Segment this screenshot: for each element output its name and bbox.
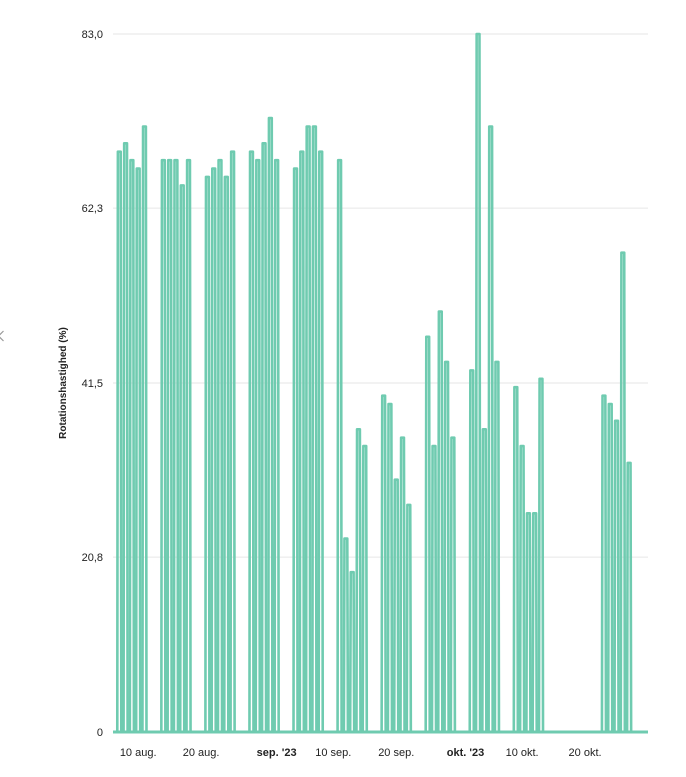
data-point-2023-08-17 [178, 184, 186, 733]
data-point-2023-10-10 [518, 444, 526, 733]
y-axis-tick-labels: 0 20,8 41,5 62,3 83,0 [82, 29, 103, 739]
data-point-2023-09-07 [311, 125, 318, 733]
data-point-2023-08-09 [128, 158, 136, 733]
data-point-2023-10-09 [512, 385, 520, 733]
data-point-2023-08-24 [222, 175, 230, 733]
y-axis-label: Rotationshastighed (%) [58, 327, 69, 439]
data-point-2023-10-12 [531, 512, 539, 733]
data-point-2023-10-03 [474, 32, 482, 733]
data-point-2023-10-05 [487, 125, 494, 733]
chevron-left-icon [0, 330, 5, 342]
x-tick-label: 10 sep. [315, 747, 351, 759]
data-point-2023-08-10 [134, 167, 142, 733]
data-point-2023-10-26 [619, 251, 627, 733]
x-tick-label: okt. '23 [447, 747, 484, 759]
data-point-2023-08-30 [260, 142, 268, 733]
data-point-2023-09-15 [361, 444, 369, 733]
data-point-2023-08-28 [248, 150, 255, 733]
data-point-2023-08-08 [122, 142, 129, 733]
data-point-2023-08-31 [267, 116, 274, 733]
data-point-2023-09-05 [298, 150, 306, 733]
data-point-2023-09-06 [304, 125, 312, 733]
data-point-2023-09-28 [443, 360, 450, 733]
data-point-2023-08-15 [166, 158, 173, 733]
data-point-2023-10-06 [493, 360, 501, 733]
data-point-2023-08-18 [185, 158, 192, 733]
data-point-2023-09-14 [355, 427, 362, 733]
data-point-2023-08-21 [204, 175, 211, 733]
data-point-2023-09-27 [436, 310, 444, 733]
series-area [115, 32, 633, 733]
data-point-2023-08-07 [115, 150, 123, 733]
data-point-2023-09-01 [273, 158, 280, 733]
y-tick-label: 83,0 [82, 29, 103, 41]
data-point-2023-09-26 [430, 444, 438, 733]
data-point-2023-09-21 [399, 436, 406, 733]
data-point-2023-10-04 [481, 427, 488, 733]
data-point-2023-09-19 [386, 402, 394, 733]
data-point-2023-08-14 [160, 158, 167, 733]
y-tick-label: 62,3 [82, 203, 103, 215]
x-tick-label: 10 okt. [506, 747, 539, 759]
x-axis-tick-labels: 10 aug. 20 aug. sep. '23 10 sep. 20 sep. okt.… [120, 747, 602, 759]
data-point-2023-10-24 [606, 402, 614, 733]
grid-lines [113, 33, 648, 558]
y-tick-label: 41,5 [82, 378, 103, 390]
data-point-2023-09-25 [424, 335, 432, 733]
data-point-2023-09-20 [392, 478, 400, 733]
data-point-2023-09-29 [449, 436, 457, 733]
data-point-2023-10-25 [613, 419, 620, 733]
data-point-2023-09-12 [342, 537, 350, 733]
y-tick-label: 0 [97, 727, 103, 739]
x-tick-label: 20 okt. [569, 747, 602, 759]
data-point-2023-08-11 [141, 125, 148, 733]
data-point-2023-10-11 [525, 512, 532, 733]
data-point-2023-09-11 [336, 158, 343, 733]
data-point-2023-08-25 [229, 150, 236, 733]
y-tick-label: 20,8 [82, 552, 103, 564]
x-tick-label: 10 aug. [120, 747, 157, 759]
data-point-2023-10-02 [468, 369, 476, 733]
data-point-2023-09-18 [380, 394, 387, 733]
data-point-2023-10-27 [625, 461, 633, 733]
x-tick-label: sep. '23 [257, 747, 297, 759]
x-tick-label: 20 sep. [378, 747, 414, 759]
data-point-2023-10-23 [600, 394, 608, 733]
data-point-2023-08-22 [210, 167, 218, 733]
data-point-2023-09-04 [292, 167, 299, 733]
data-point-2023-09-08 [317, 150, 325, 733]
data-point-2023-08-16 [172, 158, 180, 733]
collapse-panel-handle[interactable] [0, 323, 8, 349]
data-point-2023-10-13 [537, 377, 545, 733]
data-point-2023-08-29 [254, 158, 262, 733]
data-point-2023-09-13 [348, 570, 356, 733]
data-point-2023-09-22 [405, 503, 413, 733]
x-tick-label: 20 aug. [183, 747, 220, 759]
data-point-2023-08-23 [216, 158, 224, 733]
